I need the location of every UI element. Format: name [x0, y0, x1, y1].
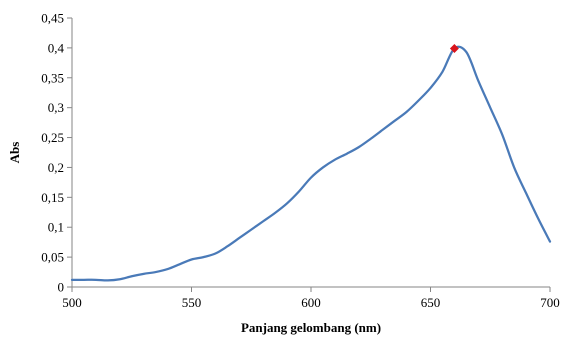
y-tick-label: 0,2: [48, 160, 64, 175]
peak-marker: [449, 43, 459, 53]
y-tick-label: 0,05: [41, 250, 64, 265]
y-tick-label: 0,45: [41, 11, 64, 26]
x-tick-label: 550: [182, 295, 202, 310]
y-tick-label: 0,25: [41, 130, 64, 145]
x-tick-label: 500: [62, 295, 82, 310]
y-axis-title: Abs: [7, 142, 22, 164]
y-tick-label: 0,15: [41, 190, 64, 205]
x-tick-label: 650: [421, 295, 441, 310]
x-ticks: 500 550 600 650 700: [62, 287, 560, 310]
y-tick-label: 0,35: [41, 70, 64, 85]
y-tick-label: 0,3: [48, 100, 64, 115]
x-tick-label: 600: [301, 295, 321, 310]
absorbance-series-line: [70, 45, 552, 282]
y-tick-label: 0,1: [48, 220, 64, 235]
x-axis-title: Panjang gelombang (nm): [241, 320, 381, 335]
y-ticks: 0 0,05 0,1 0,15 0,2 0,25 0,3 0,35 0,4 0,45: [41, 11, 72, 295]
axes: [71, 18, 550, 288]
x-tick-label: 700: [540, 295, 560, 310]
y-tick-label: 0: [58, 280, 65, 295]
y-tick-label: 0,4: [48, 40, 65, 55]
